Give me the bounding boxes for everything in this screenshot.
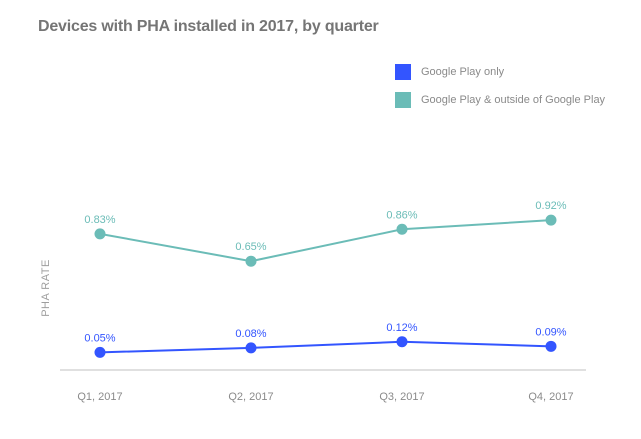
x-tick-label: Q4, 2017 — [528, 391, 573, 403]
data-label: 0.65% — [235, 241, 266, 253]
data-point[interactable] — [245, 255, 257, 267]
legend-item-google-play-and-outside: Google Play & outside of Google Play — [395, 92, 605, 108]
x-tick-label: Q1, 2017 — [77, 391, 122, 403]
x-tick-label: Q2, 2017 — [228, 391, 273, 403]
legend-swatch-google-play-only — [395, 64, 411, 80]
data-point[interactable] — [94, 346, 106, 358]
series-line-0 — [99, 340, 552, 354]
data-label: 0.08% — [235, 328, 266, 340]
legend-swatch-google-play-and-outside — [395, 92, 411, 108]
data-label: 0.05% — [84, 332, 115, 344]
data-label: 0.83% — [84, 214, 115, 226]
data-point[interactable] — [245, 342, 257, 354]
legend-label: Google Play only — [421, 66, 505, 78]
data-point[interactable] — [545, 214, 557, 226]
data-label: 0.86% — [386, 209, 417, 221]
legend-label: Google Play & outside of Google Play — [421, 94, 606, 106]
data-point[interactable] — [545, 340, 557, 352]
data-label: 0.09% — [535, 326, 566, 338]
x-tick-label: Q3, 2017 — [379, 391, 424, 403]
data-label: 0.92% — [535, 200, 566, 212]
data-label: 0.12% — [386, 322, 417, 334]
data-point[interactable] — [396, 223, 408, 235]
legend-item-google-play-only: Google Play only — [395, 64, 605, 80]
data-point[interactable] — [94, 228, 106, 240]
series-line-1 — [99, 219, 552, 263]
data-point[interactable] — [396, 336, 408, 348]
legend: Google Play only Google Play & outside o… — [395, 64, 605, 120]
chart-title: Devices with PHA installed in 2017, by q… — [38, 18, 379, 35]
